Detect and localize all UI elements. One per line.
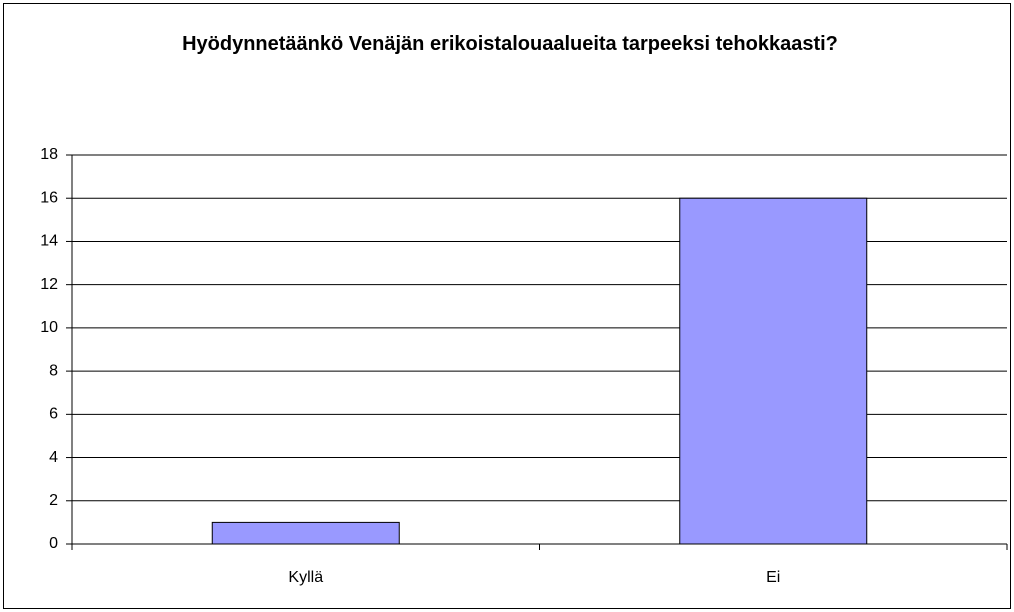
y-tick-label: 0 [49,535,58,552]
y-tick-label: 16 [40,189,58,206]
x-tick-label: Ei [766,569,780,586]
bar [211,521,400,545]
bar [679,197,868,545]
y-tick-label: 2 [49,492,58,509]
y-tick-label: 12 [40,276,58,293]
y-tick-label: 8 [49,362,58,379]
y-tick-label: 18 [40,146,58,163]
y-tick-label: 6 [49,406,58,423]
chart-title: Hyödynnetäänkö Venäjän erikoistalouaalue… [182,33,838,55]
y-tick-label: 4 [49,449,58,466]
y-tick-label: 14 [40,233,58,250]
x-tick-label: Kyllä [288,569,323,586]
y-tick-label: 10 [40,319,58,336]
